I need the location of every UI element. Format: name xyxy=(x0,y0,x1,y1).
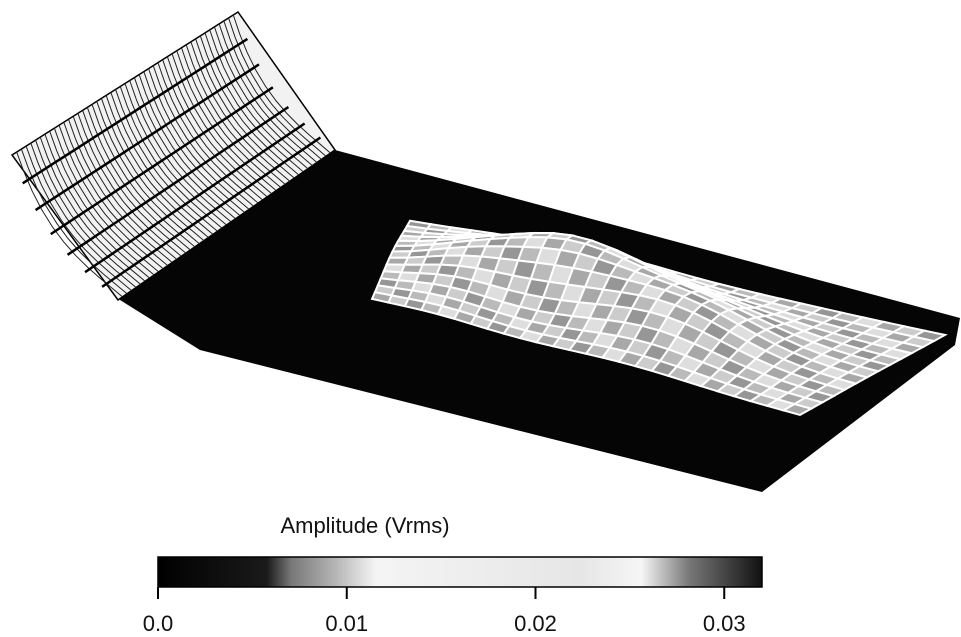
wall-line xyxy=(35,139,141,285)
wall-line xyxy=(100,98,205,242)
wall-line xyxy=(148,68,250,210)
wall-line xyxy=(101,136,322,288)
wall-line xyxy=(20,148,128,295)
colorbar-label: Amplitude (Vrms) xyxy=(280,513,449,538)
wall-line xyxy=(34,63,260,212)
wall-line xyxy=(143,71,245,213)
wall-line xyxy=(204,32,304,173)
wall-line xyxy=(228,17,327,157)
wall-line xyxy=(63,122,169,267)
wall-line xyxy=(77,113,182,257)
wall-line xyxy=(185,44,286,185)
wall-line xyxy=(72,116,178,260)
wall-line xyxy=(50,86,274,236)
wall-line xyxy=(218,23,318,163)
wall-line xyxy=(190,41,291,182)
wall-line xyxy=(30,142,137,288)
wall-line xyxy=(171,53,273,195)
colorbar-tick-label: 0.0 xyxy=(143,611,174,636)
wall-line xyxy=(199,35,300,176)
wall-line xyxy=(209,29,309,170)
wall-line xyxy=(181,47,282,188)
wall-line xyxy=(157,62,259,204)
wall-line xyxy=(49,130,155,276)
wall-line xyxy=(129,80,232,223)
wall-line xyxy=(96,101,200,245)
wall-line xyxy=(115,89,218,232)
wall-line xyxy=(86,107,191,251)
wall-line xyxy=(22,37,249,185)
wall-line xyxy=(91,104,196,248)
wall-line xyxy=(84,122,306,274)
wall-line xyxy=(195,38,295,179)
colorbar-tick-label: 0.03 xyxy=(703,611,746,636)
colorbar-tick-label: 0.02 xyxy=(514,611,557,636)
wall xyxy=(10,10,337,302)
wall-line xyxy=(16,151,123,298)
wall-line xyxy=(119,86,223,229)
wall-line xyxy=(152,65,254,207)
wall-line xyxy=(66,105,290,256)
wall-line xyxy=(133,77,236,220)
wall-line xyxy=(110,92,214,235)
wall-line xyxy=(223,20,322,160)
wall-line xyxy=(176,50,277,192)
wall-line xyxy=(105,95,209,238)
wall-line xyxy=(138,74,241,217)
wall-line xyxy=(53,128,160,273)
wall-line xyxy=(25,145,132,292)
colorbar-tick-label: 0.01 xyxy=(325,611,368,636)
surface-plot xyxy=(10,10,960,492)
wall-line xyxy=(162,59,263,201)
wall-line xyxy=(68,119,173,263)
wall-line xyxy=(39,136,146,282)
wall-line xyxy=(44,133,150,279)
wall-line xyxy=(166,56,268,198)
mesh-cell xyxy=(780,403,814,416)
wall-line xyxy=(124,83,227,226)
wall-line xyxy=(232,14,331,154)
wall-line xyxy=(58,125,164,270)
wall-line xyxy=(82,110,187,254)
wall-line xyxy=(213,26,313,167)
colorbar xyxy=(157,556,763,588)
